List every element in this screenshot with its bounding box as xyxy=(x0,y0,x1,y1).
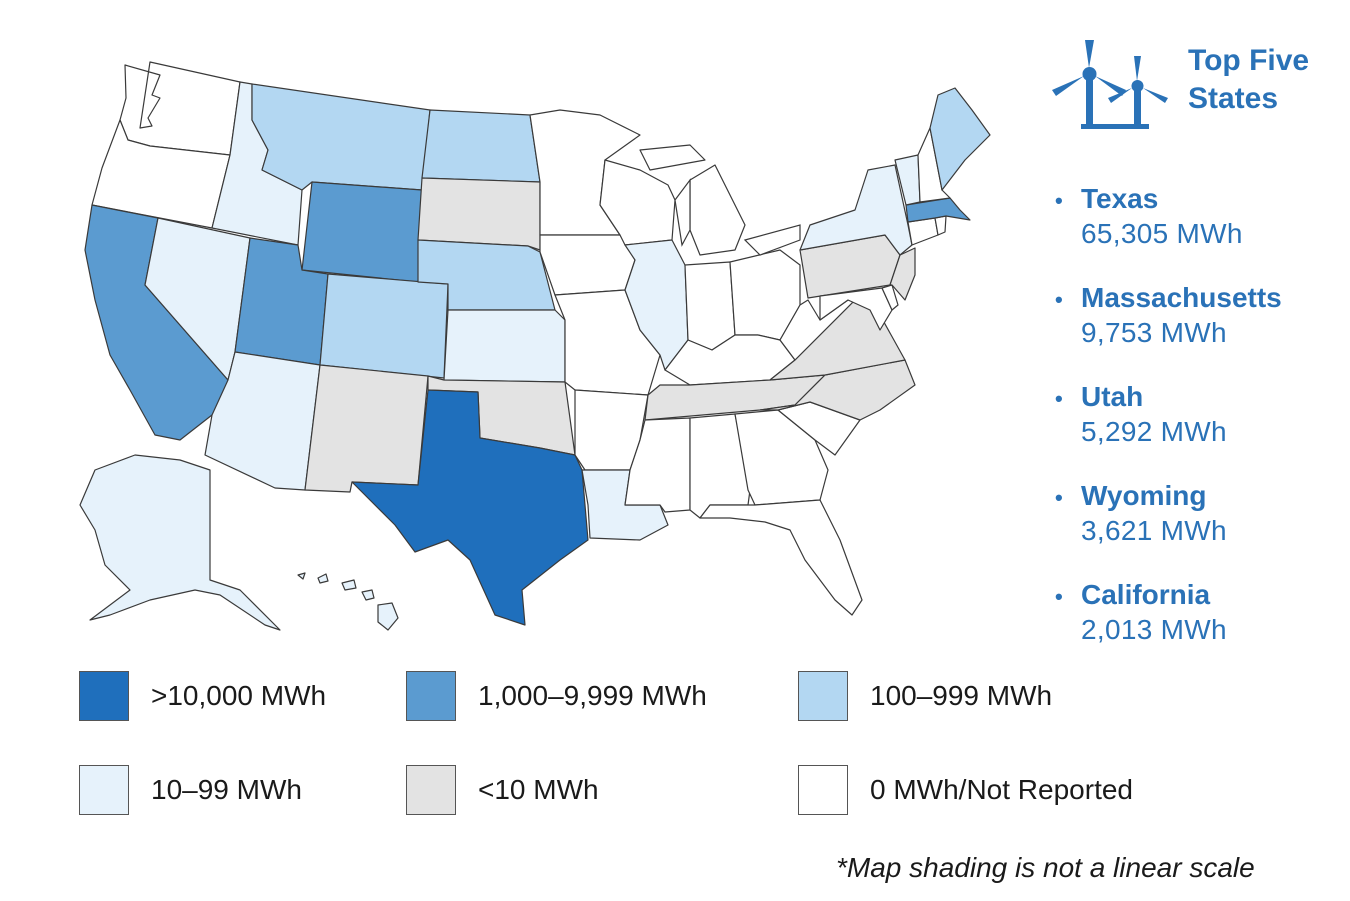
legend-swatch xyxy=(79,765,129,815)
lake-michigan xyxy=(674,178,691,247)
footnote: *Map shading is not a linear scale xyxy=(836,852,1255,883)
bullet-icon: • xyxy=(1055,287,1063,312)
legend-swatch xyxy=(79,671,129,721)
state-new-mexico xyxy=(304,364,429,493)
legend-label: <10 MWh xyxy=(478,774,599,805)
legend-item: 1,000–9,999 MWh xyxy=(406,670,707,722)
state-texas xyxy=(351,389,589,626)
state-illinois xyxy=(624,239,689,371)
state-value: 65,305 MWh xyxy=(1081,218,1243,249)
state-iowa xyxy=(539,234,636,296)
state-maine xyxy=(929,87,991,191)
state-name: Wyoming xyxy=(1081,480,1207,511)
lake-erie xyxy=(743,224,801,256)
bullet-icon: • xyxy=(1055,584,1063,609)
legend-item: 100–999 MWh xyxy=(798,670,1052,722)
legend-label: 0 MWh/Not Reported xyxy=(870,774,1133,805)
state-value: 2,013 MWh xyxy=(1081,614,1227,645)
wind-turbines-icon xyxy=(1052,40,1168,129)
list-item: • Texas 65,305 MWh xyxy=(1055,182,1282,281)
legend-swatch xyxy=(406,671,456,721)
state-value: 9,753 MWh xyxy=(1081,317,1227,348)
state-name: Texas xyxy=(1081,183,1159,214)
state-florida xyxy=(699,499,863,616)
state-new-hampshire xyxy=(917,127,951,203)
us-states-map xyxy=(79,61,991,631)
state-massachusetts xyxy=(905,197,971,223)
top-five-title: Top Five States xyxy=(1188,44,1310,115)
legend-label: >10,000 MWh xyxy=(151,680,327,711)
legend-label: 10–99 MWh xyxy=(151,774,302,805)
state-colorado xyxy=(319,273,449,379)
state-south-dakota xyxy=(417,177,541,251)
list-item: • California 2,013 MWh xyxy=(1055,578,1282,677)
bullet-icon: • xyxy=(1055,485,1063,510)
state-wyoming xyxy=(301,181,423,283)
state-new-york xyxy=(799,164,913,256)
state-alaska xyxy=(79,454,281,631)
state-new-jersey xyxy=(889,247,916,301)
list-item: • Massachusetts 9,753 MWh xyxy=(1055,281,1282,380)
state-connecticut xyxy=(907,217,939,246)
legend-item: <10 MWh xyxy=(406,764,599,816)
state-name: Utah xyxy=(1081,381,1144,412)
state-north-dakota xyxy=(421,109,541,183)
bullet-icon: • xyxy=(1055,188,1063,213)
state-name: California xyxy=(1081,579,1211,610)
legend-item: >10,000 MWh xyxy=(79,670,326,722)
legend-item: 10–99 MWh xyxy=(79,764,302,816)
state-indiana xyxy=(684,261,736,351)
top-states-list: • Texas 65,305 MWh • Massachusetts 9,753… xyxy=(1055,182,1282,677)
legend-swatch xyxy=(798,765,848,815)
state-washington xyxy=(119,61,241,156)
list-item: • Utah 5,292 MWh xyxy=(1055,380,1282,479)
legend-item: 0 MWh/Not Reported xyxy=(798,764,1133,816)
state-montana xyxy=(251,83,431,191)
legend-swatch xyxy=(406,765,456,815)
state-name: Massachusetts xyxy=(1081,282,1282,313)
list-item: • Wyoming 3,621 MWh xyxy=(1055,479,1282,578)
legend-label: 100–999 MWh xyxy=(870,680,1053,711)
state-kansas xyxy=(443,309,566,383)
legend-swatch xyxy=(798,671,848,721)
legend-label: 1,000–9,999 MWh xyxy=(478,680,707,711)
state-michigan xyxy=(639,144,746,256)
state-delaware xyxy=(881,284,899,311)
state-value: 3,621 MWh xyxy=(1081,515,1227,546)
bullet-icon: • xyxy=(1055,386,1063,411)
state-hawaii xyxy=(297,572,399,631)
state-value: 5,292 MWh xyxy=(1081,416,1227,447)
